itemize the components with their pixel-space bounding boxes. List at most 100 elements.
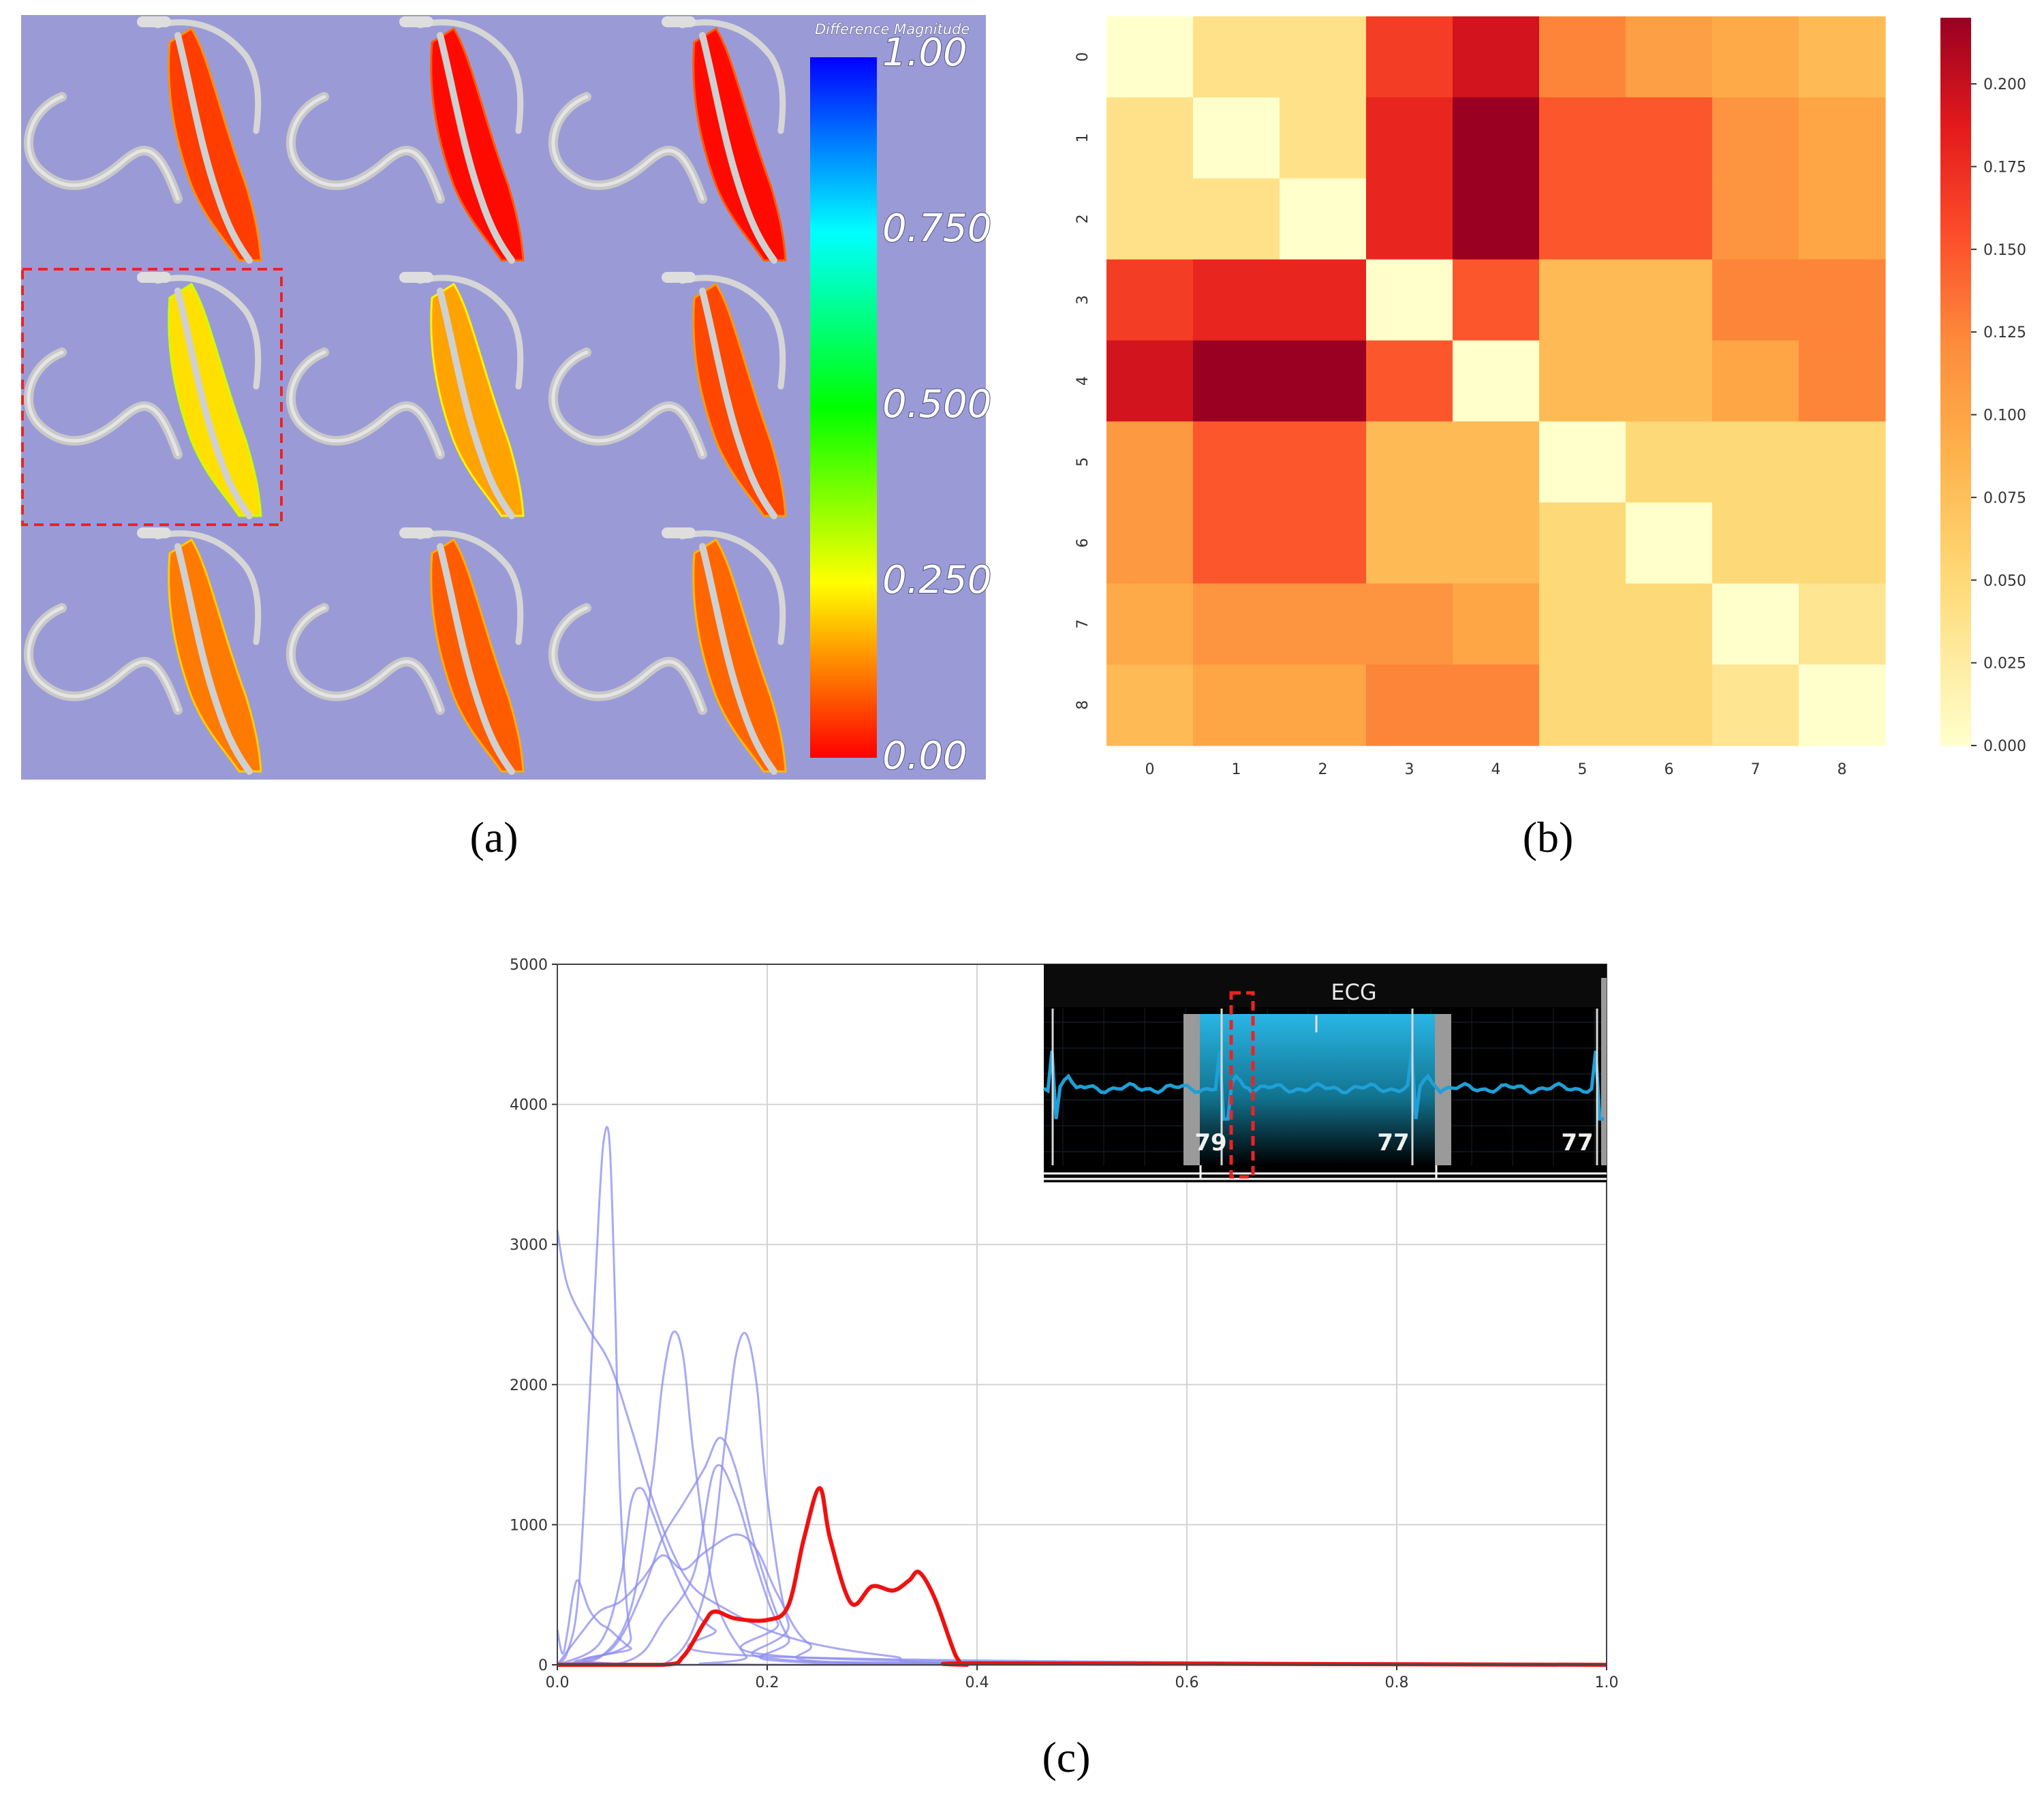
ecg-beat-label-1: 79 [1194,1129,1226,1156]
heatmap-cell-6-3 [1366,502,1453,584]
heatmap-cell-3-2 [1280,259,1367,341]
heatmap-y-tick: 7 [1074,619,1091,629]
colorbar-label-0.25: 0.250 [882,558,991,602]
highlight-selection-box[interactable] [21,268,283,526]
tube-top-shape [416,530,524,645]
render-cell-1-2[interactable] [548,272,787,519]
tube-cap [399,16,433,27]
vessel-highlight [27,95,180,201]
line-x-tick: 0.6 [1175,1674,1199,1691]
heatmap-cell-8-5 [1539,664,1626,746]
heatmap-y-tick: 4 [1074,376,1091,386]
heatmap-y-ticks: 0 1 2 3 4 5 6 7 8 [1074,52,1091,709]
heatmap-cell-5-1 [1193,421,1280,503]
heatmap-cell-2-1 [1193,178,1280,260]
tube-cap [399,272,433,283]
vessel-highlight [551,606,704,712]
line-chart-series [556,1126,1607,1668]
heatmap-cell-3-0 [1106,259,1194,341]
heatmap-x-tick: 5 [1578,761,1588,778]
ecg-inset: ECG 79 77 77 [1042,964,1607,1182]
series-line-other-1 [556,1126,1607,1666]
heatmap-cell-1-7 [1712,97,1799,179]
heatmap-cell-6-2 [1280,502,1367,584]
heatmap-cell-6-8 [1799,502,1886,584]
heatmap-x-tick: 8 [1838,761,1847,778]
heatmap-cell-6-7 [1712,502,1799,584]
heatmap-x-tick: 2 [1318,761,1328,778]
line-x-tick: 0.2 [756,1674,779,1691]
heatmap-cell-1-1 [1193,97,1280,179]
heatmap-cell-7-2 [1280,583,1367,665]
line-x-tick: 0.8 [1385,1674,1409,1691]
heatmap-colorbar-tick: 0.075 [1983,490,2026,507]
heatmap-cell-8-6 [1626,664,1713,746]
tube-cap [137,527,171,538]
heatmap-cell-3-3 [1366,259,1453,341]
heatmap-cell-1-0 [1106,97,1194,179]
heatmap-colorbar-tick: 0.150 [1983,242,2026,259]
tube-shape [437,288,515,519]
render-cell-1-0[interactable] [23,272,262,519]
tube-shape [174,288,253,519]
tube-cap [137,16,171,27]
render-cell-0-2[interactable] [548,16,787,264]
panel-b-heatmap: 0 1 2 3 4 5 6 7 8 0 1 2 3 4 5 6 7 8 0.000 0.025 0.050 0.075… [1074,16,2026,778]
vessel-highlight [551,350,704,457]
panel-label-b: (b) [1523,813,1574,861]
heatmap-y-tick: 8 [1074,701,1091,710]
tube-top-shape [679,275,786,390]
heatmap-cell-1-6 [1626,97,1713,179]
tube-cap [662,272,696,283]
heatmap-cell-8-8 [1799,664,1886,746]
heatmap-cell-5-6 [1626,421,1713,503]
heatmap-cell-5-4 [1453,421,1540,503]
render-cell-2-0[interactable] [23,527,262,775]
render-cell-2-2[interactable] [548,527,787,775]
heatmap-cell-7-6 [1626,583,1713,665]
heatmap-x-tick: 6 [1664,761,1674,778]
heatmap-cell-4-0 [1106,340,1194,423]
heatmap-y-tick: 5 [1074,457,1091,467]
heatmap-x-tick: 7 [1751,761,1761,778]
ecg-beat-label-2: 77 [1377,1129,1409,1156]
heatmap-cell-5-2 [1280,421,1367,503]
heatmap-x-tick: 4 [1491,761,1501,778]
heatmap-cell-3-4 [1453,259,1540,341]
line-y-tick: 4000 [510,1097,548,1114]
colorbar-label-0.5: 0.500 [882,382,991,427]
heatmap-cell-0-3 [1366,16,1453,98]
heatmap-colorbar-tick: 0.175 [1983,159,2026,176]
colorbar-label-0: 0.00 [882,734,967,778]
heatmap-colorbar [1940,18,1971,746]
heatmap-cell-8-3 [1366,664,1453,746]
vessel-highlight [289,350,442,457]
series-line-highlighted [557,1486,1607,1668]
render-cell-1-1[interactable] [285,272,525,519]
heatmap-cell-3-8 [1799,259,1886,341]
ecg-time-selection[interactable] [1229,991,1255,1179]
line-y-tick: 0 [538,1657,548,1674]
heatmap-cell-7-4 [1453,583,1540,665]
heatmap-cell-6-4 [1453,502,1540,584]
heatmap-cell-2-4 [1453,178,1540,260]
heatmap-cell-1-8 [1799,97,1886,179]
render-cell-0-1[interactable] [285,16,525,264]
heatmap-colorbar-tick: 0.050 [1983,572,2026,589]
heatmap-cells [1106,16,1886,746]
render-cell-2-1[interactable] [285,527,525,775]
heatmap-cell-7-0 [1106,583,1194,665]
heatmap-cell-0-4 [1453,16,1540,98]
tube-cap [137,272,171,283]
tube-shape [174,543,253,775]
heatmap-cell-0-8 [1799,16,1886,98]
heatmap-cell-4-4 [1453,340,1540,423]
heatmap-cell-6-5 [1539,502,1626,584]
colorbar [810,57,877,758]
heatmap-cell-1-2 [1280,97,1367,179]
colorbar-label-1: 1.00 [882,31,967,75]
render-cell-0-0[interactable] [23,16,262,264]
line-y-tick: 3000 [510,1237,548,1254]
heatmap-cell-8-4 [1453,664,1540,746]
